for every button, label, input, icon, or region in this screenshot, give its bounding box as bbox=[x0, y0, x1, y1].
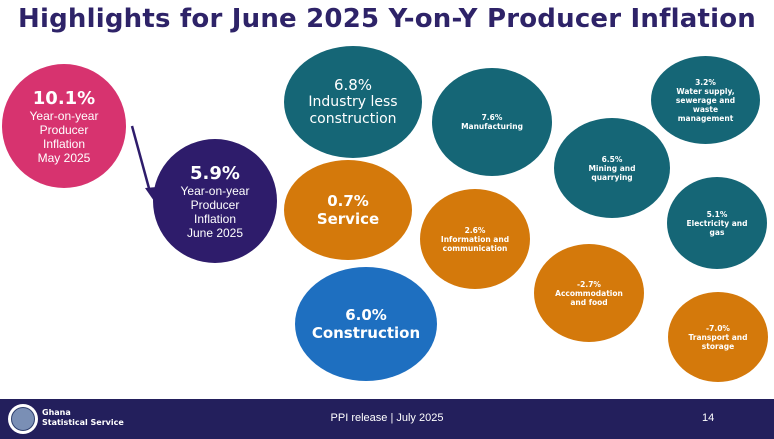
bubble-value: 5.1% bbox=[706, 209, 728, 219]
page-number: 14 bbox=[702, 412, 715, 424]
bubble-industry-less-construction: 6.8% Industry less construction bbox=[284, 46, 422, 158]
bubble-label-line: May 2025 bbox=[37, 150, 91, 165]
slide-title: Highlights for June 2025 Y-on-Y Producer… bbox=[18, 4, 756, 34]
bubble-label-line: waste bbox=[692, 104, 719, 114]
bubble-label-line: Construction bbox=[311, 324, 421, 342]
bubble-transport-and-storage: -7.0% Transport and storage bbox=[668, 292, 768, 382]
bubble-value: 3.2% bbox=[695, 77, 716, 87]
bubble-label-line: gas bbox=[709, 227, 725, 237]
bubble-label-line: Year-on-year bbox=[29, 108, 99, 123]
bubble-label-line: Year-on-year bbox=[180, 183, 250, 198]
bubble-construction: 6.0% Construction bbox=[295, 267, 437, 381]
bubble-may-2025: 10.1% Year-on-year Producer Inflation Ma… bbox=[2, 64, 126, 188]
bubble-label-line: Mining and bbox=[588, 163, 636, 173]
bubble-label-line: Electricity and bbox=[686, 218, 748, 228]
bubble-information-and-communication: 2.6% Information and communication bbox=[420, 189, 530, 289]
bubble-label-line: Inflation bbox=[193, 211, 237, 226]
ghana-statistical-service-seal-icon bbox=[8, 404, 38, 434]
bubble-label-line: storage bbox=[701, 341, 735, 351]
bubble-label-line: sewerage and bbox=[675, 95, 736, 105]
bubble-service: 0.7% Service bbox=[284, 160, 412, 260]
bubble-label-line: Accommodation bbox=[555, 288, 623, 298]
bubble-value: 6.8% bbox=[333, 76, 373, 94]
bubble-june-2025: 5.9% Year-on-year Producer Inflation Jun… bbox=[153, 139, 277, 263]
bubble-label-line: Transport and bbox=[688, 332, 748, 342]
organization-name: Ghana Statistical Service bbox=[42, 408, 124, 428]
bubble-value: 5.9% bbox=[190, 162, 240, 184]
footer-bar: Ghana Statistical Service PPI release | … bbox=[0, 399, 774, 439]
bubble-value: 10.1% bbox=[32, 87, 96, 109]
organization-name-line: Statistical Service bbox=[42, 418, 124, 427]
bubble-label-line: Manufacturing bbox=[461, 122, 523, 131]
bubble-label-line: June 2025 bbox=[186, 225, 244, 240]
bubble-label-line: quarrying bbox=[591, 172, 633, 182]
bubble-label-line: construction bbox=[309, 111, 397, 127]
bubble-value: 6.5% bbox=[601, 154, 623, 164]
bubble-value: -2.7% bbox=[577, 279, 601, 289]
organization-name-line: Ghana bbox=[42, 408, 71, 417]
seal-emblem bbox=[11, 407, 35, 431]
bubble-value: 0.7% bbox=[327, 192, 369, 210]
bubble-mining-and-quarrying: 6.5% Mining and quarrying bbox=[554, 118, 670, 218]
bubble-water-supply: 3.2% Water supply, sewerage and waste ma… bbox=[651, 56, 760, 144]
bubble-label-line: Inflation bbox=[42, 136, 86, 151]
bubble-label-line: communication bbox=[442, 243, 508, 253]
bubble-label-line: Service bbox=[316, 210, 380, 228]
bubble-value: 6.0% bbox=[345, 306, 387, 324]
bubble-label-line: Water supply, bbox=[676, 86, 735, 96]
bubble-label-line: Information and bbox=[440, 234, 510, 244]
bubble-value: 7.6% bbox=[481, 113, 503, 122]
bubble-label-line: Producer bbox=[39, 122, 89, 137]
release-label: PPI release | July 2025 bbox=[330, 412, 444, 424]
bubble-value: -7.0% bbox=[706, 323, 730, 333]
bubble-label-line: Producer bbox=[190, 197, 240, 212]
bubble-label-line: management bbox=[677, 113, 734, 123]
bubble-electricity-and-gas: 5.1% Electricity and gas bbox=[667, 177, 767, 269]
bubble-label-line: and food bbox=[570, 297, 608, 307]
bubble-value: 2.6% bbox=[464, 225, 486, 235]
bubble-manufacturing: 7.6% Manufacturing bbox=[432, 68, 552, 176]
bubble-label-line: Industry less bbox=[308, 94, 398, 110]
bubble-accommodation-and-food: -2.7% Accommodation and food bbox=[534, 244, 644, 342]
